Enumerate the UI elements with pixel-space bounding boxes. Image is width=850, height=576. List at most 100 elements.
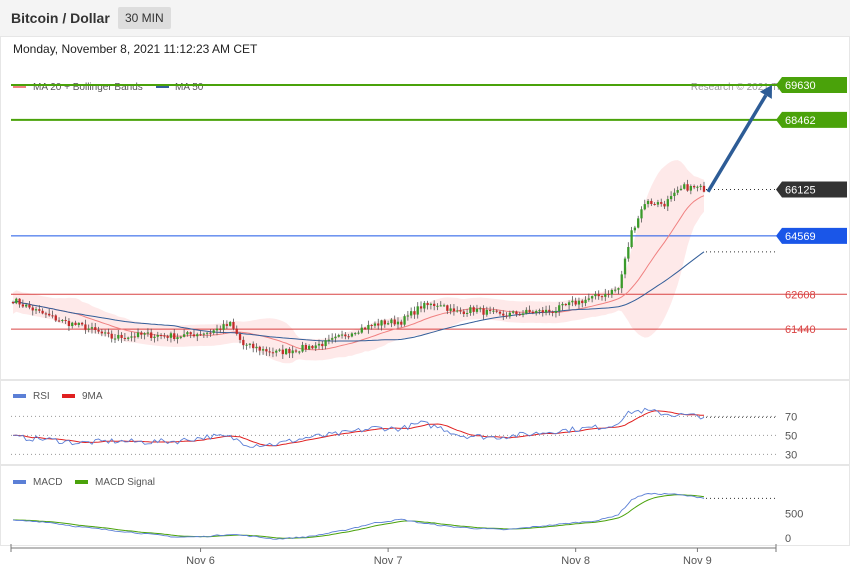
candle-body <box>268 351 271 353</box>
candle <box>133 332 136 342</box>
candle-body <box>291 350 294 354</box>
candle <box>199 330 202 336</box>
candle <box>548 305 551 316</box>
candle <box>403 314 406 327</box>
candle <box>646 198 650 208</box>
candle-body <box>396 321 400 325</box>
candle <box>367 320 370 334</box>
pivot-label: 64569 <box>785 231 816 243</box>
candle <box>479 306 482 313</box>
candle-body <box>469 307 472 313</box>
macd-tick-label: 500 <box>785 509 803 521</box>
candle <box>143 332 146 340</box>
candle <box>189 331 192 339</box>
candle-body <box>393 319 396 325</box>
candle-body <box>528 309 531 312</box>
candle-body <box>541 310 544 313</box>
candle <box>531 309 535 315</box>
candle <box>307 344 311 351</box>
timeframe-badge[interactable]: 30 MIN <box>118 7 171 29</box>
candle-body <box>525 309 528 314</box>
candle <box>344 332 347 340</box>
candle <box>281 344 284 359</box>
candle-body <box>212 330 215 333</box>
candle-body <box>492 310 495 312</box>
candle <box>692 184 696 190</box>
candle-body <box>192 334 196 337</box>
candle <box>620 270 623 294</box>
rsi-tick-label: 70 <box>785 411 797 423</box>
candle-body <box>38 309 41 311</box>
candle-body <box>498 311 502 314</box>
candle-body <box>196 334 199 337</box>
candle-body <box>669 196 673 200</box>
resistance-label: 69630 <box>785 80 816 92</box>
candle <box>564 303 567 307</box>
candle <box>196 332 199 342</box>
pivot-label-tag <box>776 227 847 244</box>
candle <box>202 332 205 338</box>
candle <box>377 318 380 330</box>
rsi-ma-legend-label: 9MA <box>82 391 103 402</box>
ma20-legend-label: MA 20 + Bollinger Bands <box>33 82 143 93</box>
candle <box>169 331 173 343</box>
candle <box>311 345 314 350</box>
candle-body <box>485 309 488 315</box>
candle <box>34 306 38 315</box>
candle-body <box>518 314 521 316</box>
candle <box>146 328 150 337</box>
candle-body <box>275 350 278 353</box>
candle-body <box>456 310 459 312</box>
candle-body <box>406 315 410 317</box>
candle-body <box>590 296 594 299</box>
candle-body <box>535 311 538 314</box>
candle-body <box>133 336 136 338</box>
candle <box>340 330 344 339</box>
candle-body <box>515 311 518 315</box>
candle-body <box>163 335 166 337</box>
resistance-label-tag <box>776 111 847 128</box>
price-levels <box>11 84 847 330</box>
candle <box>581 299 584 308</box>
candle <box>498 310 502 316</box>
resistance-label: 68462 <box>785 115 816 127</box>
candle <box>679 185 683 191</box>
ma50-line <box>12 251 705 342</box>
candle-body <box>633 227 637 231</box>
candle-body <box>488 309 492 311</box>
candle <box>541 306 544 317</box>
candle-body <box>77 322 80 325</box>
rsi-legend-swatch <box>13 394 26 398</box>
candle <box>475 304 479 314</box>
rsi-panel <box>0 380 850 465</box>
candle-body <box>610 290 614 295</box>
candle-body <box>505 315 508 317</box>
candle-body <box>350 333 354 337</box>
candle-body <box>321 343 324 347</box>
candle <box>633 225 637 233</box>
candle-body <box>87 328 90 330</box>
candle <box>94 322 97 334</box>
candle <box>495 309 498 314</box>
candle-body <box>331 338 334 340</box>
candle <box>551 310 554 317</box>
macd-signal-line <box>12 494 705 539</box>
candle <box>614 286 617 293</box>
candle <box>284 348 288 356</box>
candle <box>656 199 660 208</box>
candle <box>271 347 275 358</box>
candle <box>222 320 225 334</box>
candle-body <box>252 343 255 349</box>
resistance-label-tag <box>776 77 847 94</box>
candle-body <box>696 186 699 188</box>
candle-body <box>640 209 643 219</box>
candle <box>373 321 377 329</box>
candle <box>301 341 304 353</box>
candle <box>156 331 159 342</box>
candle-body <box>363 327 367 330</box>
price-level-labels: 69630 68462 66125 64569 62608 61440 <box>776 77 847 336</box>
candle <box>107 328 110 338</box>
candle-body <box>558 305 561 311</box>
x-tick-label: Nov 8 <box>561 555 590 567</box>
